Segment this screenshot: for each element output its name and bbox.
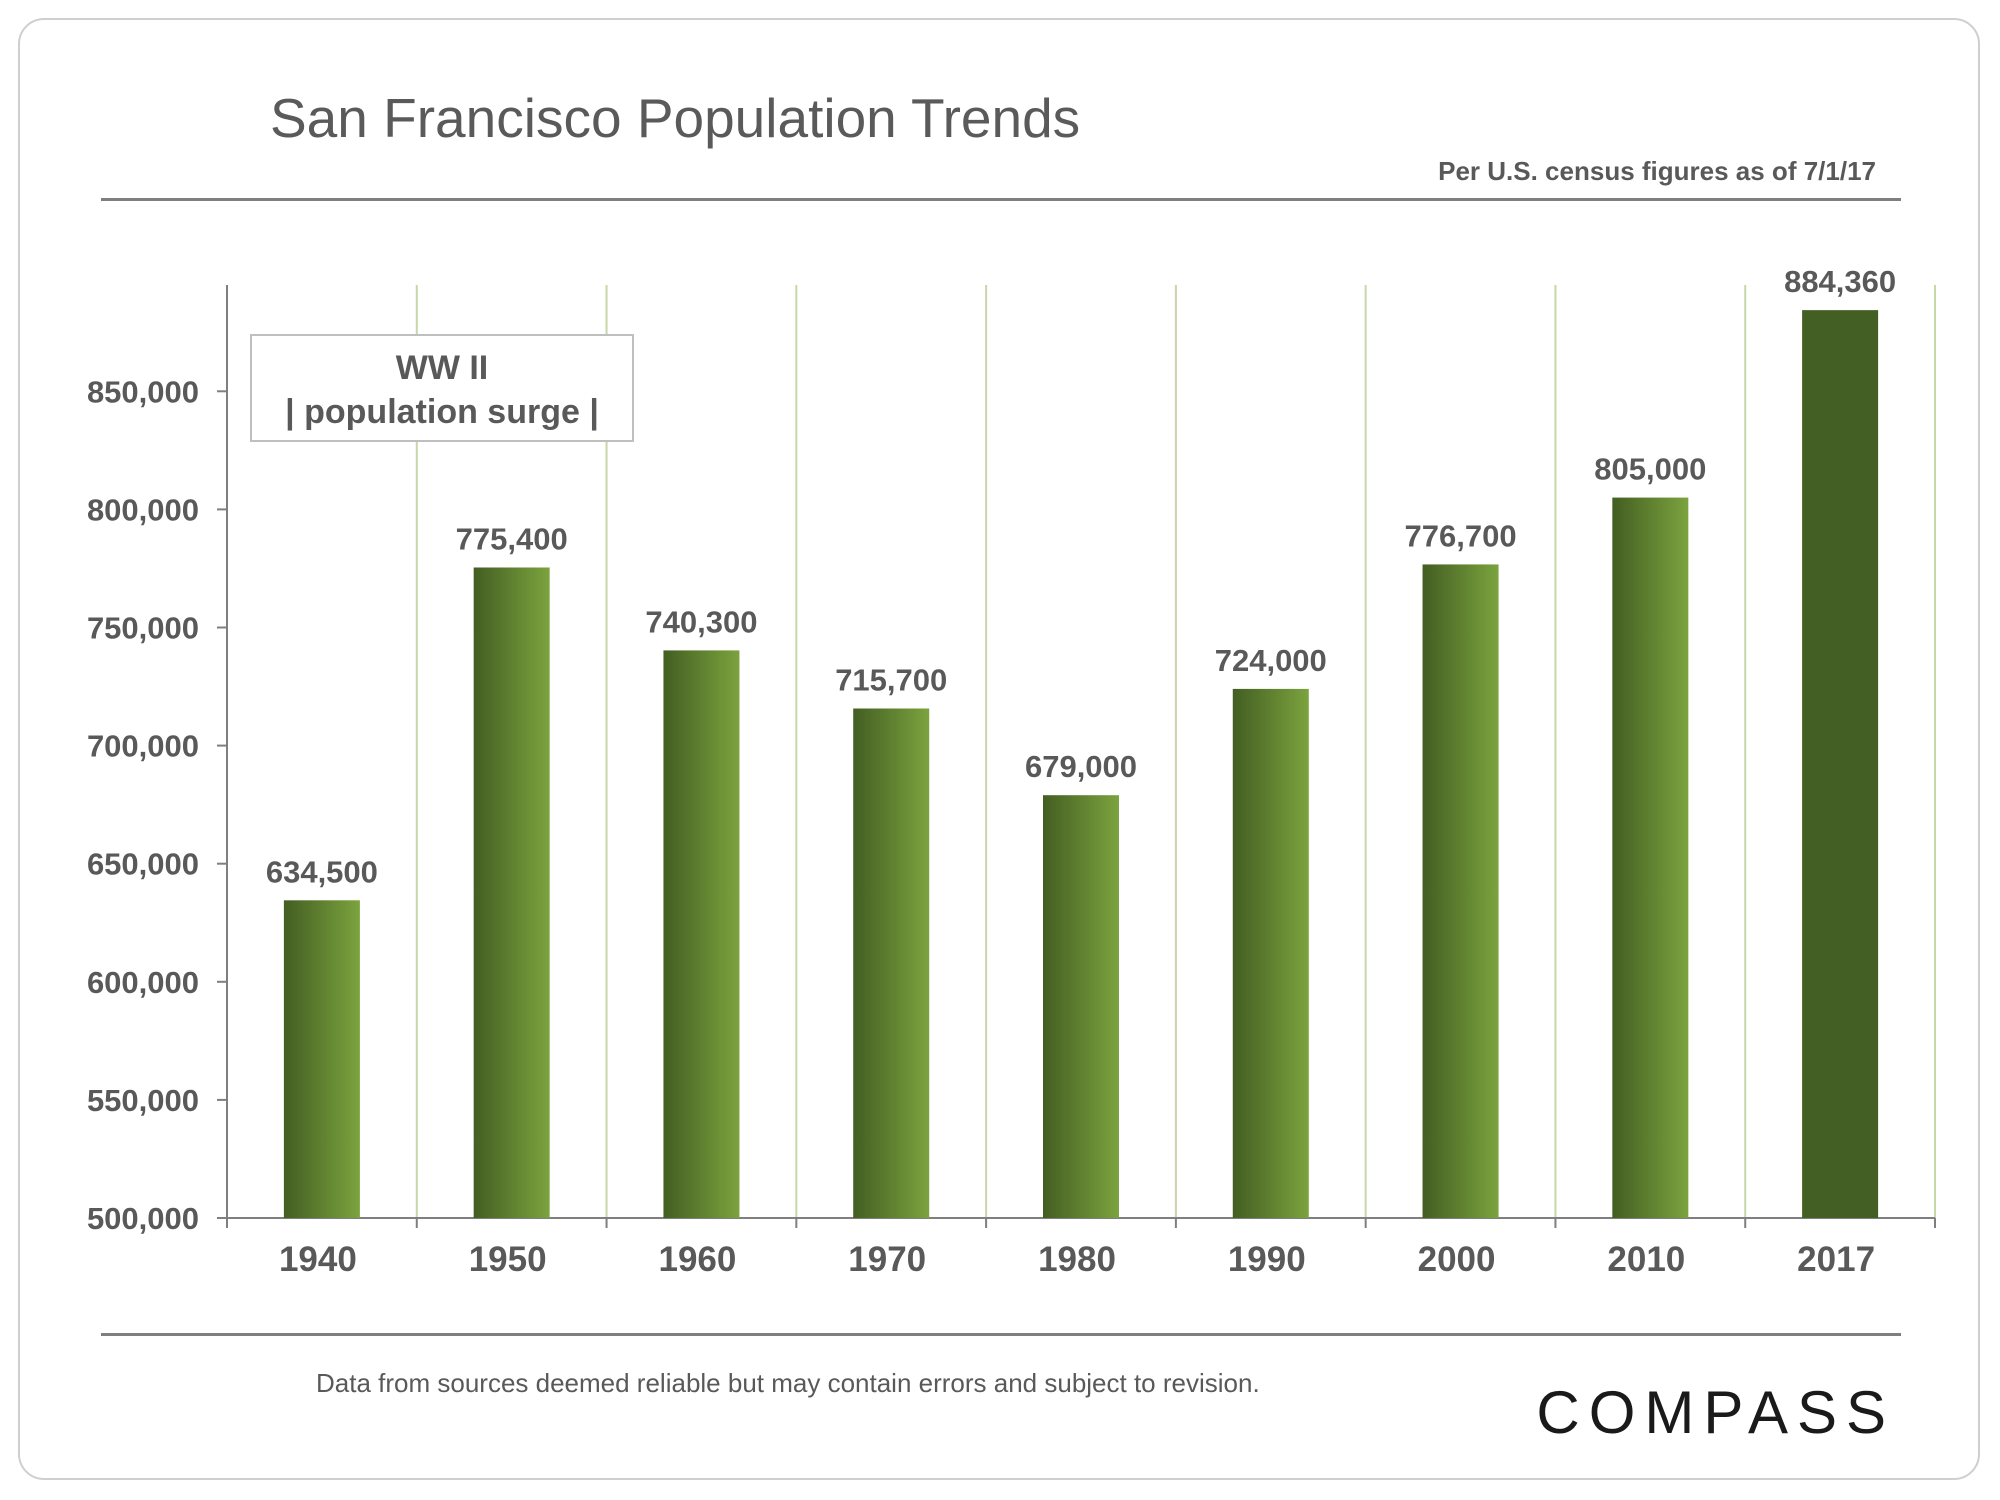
data-label-1970: 715,700 — [835, 663, 947, 698]
y-tick-label: 650,000 — [87, 847, 199, 882]
y-tick-label: 500,000 — [87, 1201, 199, 1236]
data-label-2010: 805,000 — [1594, 452, 1706, 487]
chart-subtitle: Per U.S. census figures as of 7/1/17 — [1438, 156, 1876, 186]
footer-disclaimer: Data from sources deemed reliable but ma… — [316, 1368, 1260, 1398]
bar-2010 — [1612, 497, 1689, 1218]
y-tick-label: 850,000 — [87, 374, 199, 409]
data-label-1940: 634,500 — [266, 854, 378, 889]
data-label-1960: 740,300 — [645, 604, 757, 639]
x-tick-label-1980: 1980 — [1038, 1240, 1116, 1279]
bottom-divider — [101, 1333, 1901, 1336]
y-tick-label: 750,000 — [87, 610, 199, 645]
compass-logo: COMPASS — [1536, 1379, 1895, 1446]
bar-1980 — [1043, 795, 1119, 1218]
chart-title: San Francisco Population Trends — [270, 87, 1081, 149]
annotation-line-2: | population surge | — [285, 393, 599, 431]
bar-1940 — [283, 900, 360, 1218]
bar-1970 — [853, 708, 930, 1218]
population-bar-chart: 500,000 550,000 600,000 650,000 700,000 750,0… — [87, 264, 1936, 1279]
x-tick-labels: 1940 1950 1960 1970 1980 1990 2000 2010 2017 — [279, 1240, 1875, 1279]
ww2-annotation-box: WW II | population surge | — [250, 334, 634, 442]
x-tick-label-1970: 1970 — [848, 1240, 926, 1279]
y-tick-label: 550,000 — [87, 1083, 199, 1118]
x-tick-label-1990: 1990 — [1228, 1240, 1306, 1279]
x-tick-label-2017: 2017 — [1797, 1240, 1875, 1279]
data-label-1950: 775,400 — [456, 521, 568, 556]
top-divider — [101, 198, 1901, 201]
y-tick-label: 600,000 — [87, 965, 199, 1000]
y-tick-label: 700,000 — [87, 729, 199, 764]
data-label-1980: 679,000 — [1025, 749, 1137, 784]
data-label-2017: 884,360 — [1784, 264, 1896, 299]
slide-frame — [18, 18, 1980, 1480]
x-tick-label-1940: 1940 — [279, 1240, 357, 1279]
bar-1990 — [1232, 688, 1309, 1218]
data-label-1990: 724,000 — [1215, 643, 1327, 678]
x-tick-label-2010: 2010 — [1607, 1240, 1685, 1279]
bars — [283, 310, 1879, 1218]
bar-1950 — [473, 567, 550, 1218]
x-tick-label-2000: 2000 — [1418, 1240, 1496, 1279]
bar-2000 — [1422, 564, 1499, 1218]
bar-1960 — [663, 650, 740, 1218]
x-tick-label-1950: 1950 — [469, 1240, 547, 1279]
data-labels: 634,500 775,400 740,300 715,700 679,000 724,0… — [266, 264, 1896, 889]
bar-2017 — [1802, 310, 1879, 1218]
data-label-2000: 776,700 — [1405, 518, 1517, 553]
annotation-line-1: WW II — [395, 349, 489, 387]
y-tick-labels: 500,000 550,000 600,000 650,000 700,000 750,0… — [87, 374, 199, 1236]
x-tick-label-1960: 1960 — [659, 1240, 737, 1279]
gridlines — [415, 285, 1936, 1218]
y-tick-label: 800,000 — [87, 492, 199, 527]
